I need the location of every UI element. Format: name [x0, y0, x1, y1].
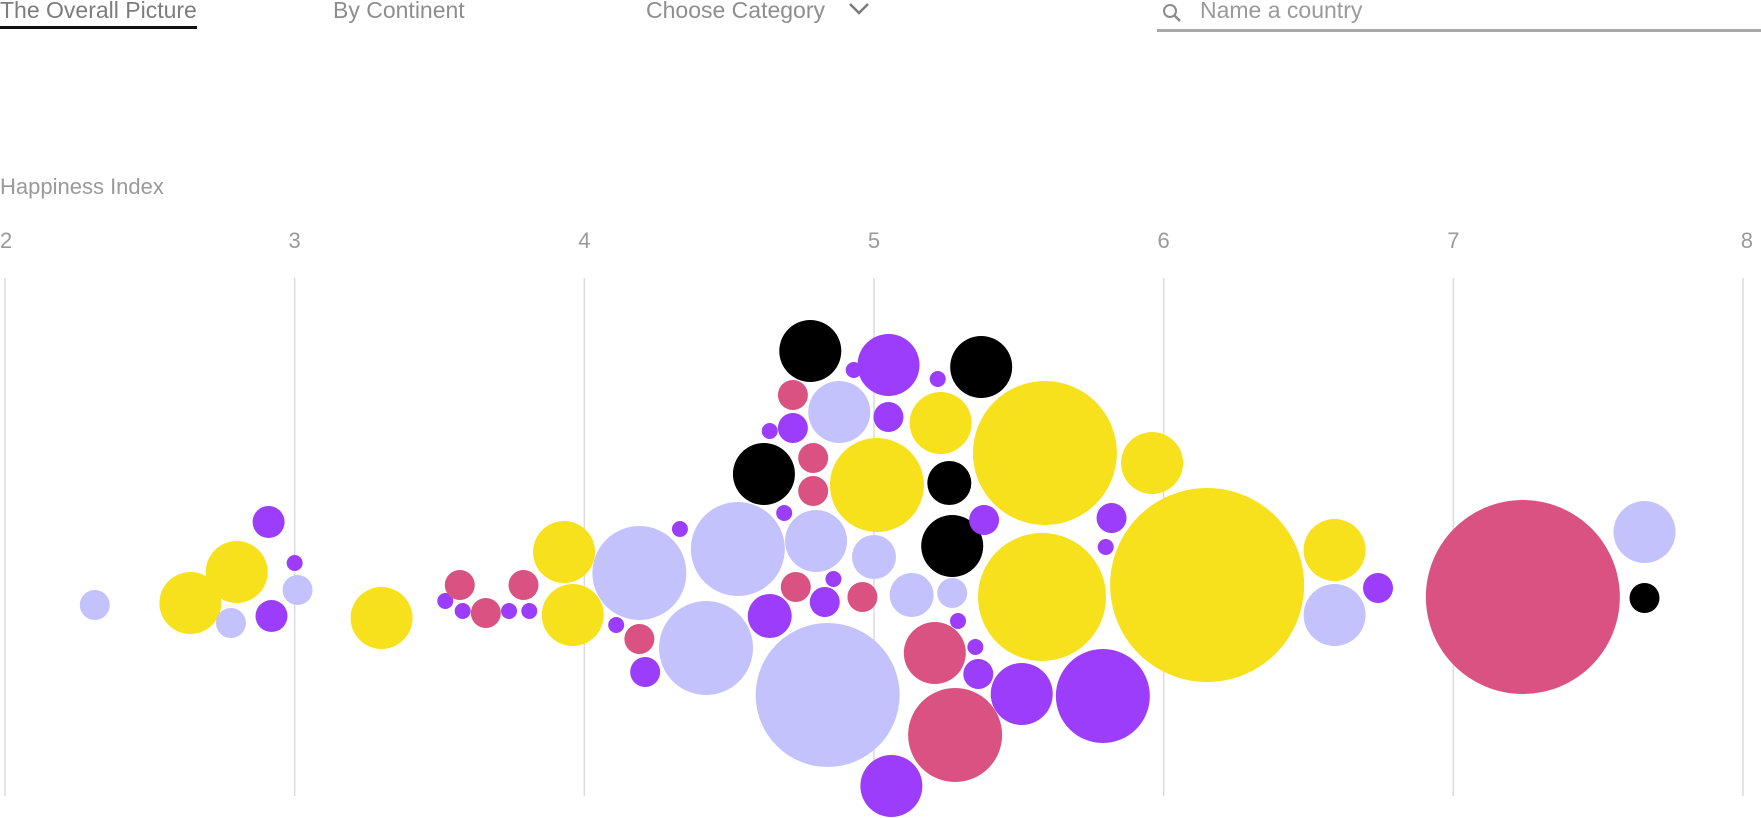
x-tick-label: 3	[289, 228, 301, 253]
tab-overall-picture[interactable]: The Overall Picture	[0, 0, 197, 29]
country-bubble[interactable]	[454, 603, 471, 619]
country-bubble[interactable]	[624, 624, 655, 654]
country-bubble[interactable]	[350, 587, 413, 649]
country-bubble[interactable]	[798, 476, 829, 506]
country-bubble[interactable]	[1096, 503, 1127, 533]
country-bubble[interactable]	[873, 402, 904, 432]
country-bubble[interactable]	[1629, 583, 1660, 613]
x-tick-label: 6	[1158, 228, 1170, 253]
country-bubble[interactable]	[444, 570, 475, 600]
country-bubble[interactable]	[658, 601, 753, 695]
top-navigation: The Overall Picture By Continent Choose …	[0, 0, 1761, 40]
country-bubble[interactable]	[798, 443, 829, 473]
country-bubble[interactable]	[255, 600, 288, 632]
country-bubble[interactable]	[1110, 488, 1305, 682]
country-bubble[interactable]	[1303, 519, 1366, 581]
country-bubble[interactable]	[777, 380, 808, 410]
country-bubble[interactable]	[521, 603, 538, 619]
chevron-down-icon	[849, 3, 869, 15]
country-bubble[interactable]	[747, 594, 792, 638]
country-bubble[interactable]	[205, 541, 268, 603]
country-bubble[interactable]	[508, 570, 539, 600]
country-bubble[interactable]	[159, 572, 222, 634]
country-bubble[interactable]	[1097, 539, 1114, 555]
country-bubble[interactable]	[761, 423, 778, 439]
bubbles	[79, 320, 1676, 817]
country-bubble[interactable]	[1425, 500, 1620, 694]
country-bubble[interactable]	[1121, 432, 1184, 494]
country-bubble[interactable]	[780, 572, 811, 602]
country-bubble[interactable]	[282, 575, 313, 605]
category-dropdown[interactable]: Choose Category	[646, 0, 869, 24]
country-bubble[interactable]	[777, 413, 808, 443]
country-bubble[interactable]	[921, 515, 984, 577]
country-bubble[interactable]	[963, 659, 994, 689]
country-bubble[interactable]	[215, 608, 246, 638]
country-bubble[interactable]	[829, 438, 924, 532]
country-bubble[interactable]	[857, 334, 920, 396]
country-bubble[interactable]	[541, 584, 604, 646]
country-bubble[interactable]	[972, 381, 1117, 525]
country-bubble[interactable]	[1303, 584, 1366, 646]
x-tick-label: 7	[1447, 228, 1459, 253]
x-tick-label: 8	[1741, 228, 1753, 253]
country-bubble[interactable]	[950, 336, 1013, 398]
country-bubble[interactable]	[608, 617, 625, 633]
country-bubble[interactable]	[690, 502, 785, 596]
country-bubble[interactable]	[808, 381, 871, 443]
country-bubble[interactable]	[286, 555, 303, 571]
category-dropdown-label: Choose Category	[646, 0, 825, 23]
country-bubble[interactable]	[860, 755, 923, 817]
country-bubble[interactable]	[967, 639, 984, 655]
search-box[interactable]	[1157, 0, 1761, 32]
country-bubble[interactable]	[809, 587, 840, 617]
country-bubble[interactable]	[908, 688, 1003, 782]
country-bubble[interactable]	[903, 622, 966, 684]
country-bubble[interactable]	[990, 663, 1053, 725]
country-bubble[interactable]	[978, 533, 1107, 661]
country-bubble[interactable]	[533, 521, 596, 583]
country-bubble[interactable]	[969, 505, 1000, 535]
country-bubble[interactable]	[929, 371, 946, 387]
country-bubble[interactable]	[1363, 573, 1394, 603]
country-bubble[interactable]	[1055, 649, 1150, 743]
country-bubble[interactable]	[825, 571, 842, 587]
country-bubble[interactable]	[79, 590, 110, 620]
country-bubble[interactable]	[671, 521, 688, 537]
country-bubble[interactable]	[847, 582, 878, 612]
country-bubble[interactable]	[785, 510, 848, 572]
search-icon	[1163, 4, 1181, 22]
country-bubble[interactable]	[732, 443, 795, 505]
search-input[interactable]	[1200, 0, 1720, 24]
country-bubble[interactable]	[776, 505, 793, 521]
country-bubble[interactable]	[1613, 501, 1676, 563]
country-bubble[interactable]	[889, 573, 934, 617]
country-bubble[interactable]	[252, 506, 285, 538]
country-bubble[interactable]	[437, 593, 454, 609]
country-bubble[interactable]	[937, 578, 968, 608]
country-bubble[interactable]	[592, 526, 687, 620]
country-bubble[interactable]	[470, 598, 501, 628]
country-bubble[interactable]	[927, 461, 972, 505]
x-tick-label: 5	[868, 228, 880, 253]
x-axis-title: Happiness Index	[0, 174, 164, 199]
country-bubble[interactable]	[501, 603, 518, 619]
x-tick-label: 2	[0, 228, 12, 253]
country-bubble[interactable]	[630, 657, 661, 687]
tab-by-continent[interactable]: By Continent	[333, 0, 465, 23]
country-bubble[interactable]	[950, 613, 967, 629]
x-tick-label: 4	[578, 228, 590, 253]
country-bubble[interactable]	[909, 392, 972, 454]
country-bubble[interactable]	[755, 623, 900, 767]
country-bubble[interactable]	[779, 320, 842, 382]
country-bubble[interactable]	[852, 535, 896, 579]
